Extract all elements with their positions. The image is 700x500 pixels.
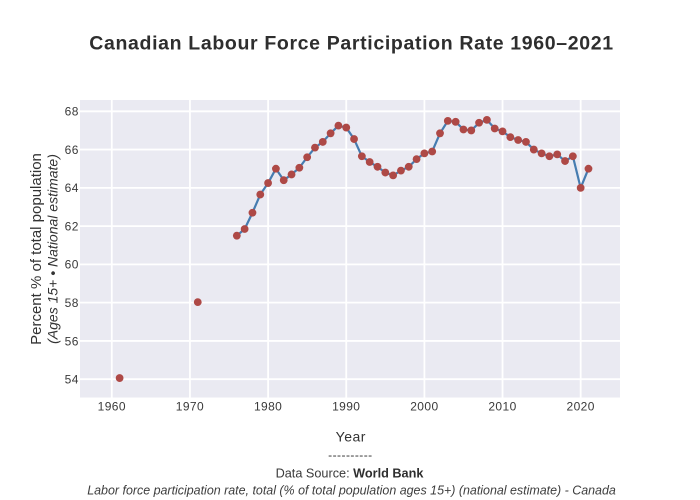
- svg-text:2020: 2020: [567, 399, 595, 413]
- svg-text:1990: 1990: [332, 399, 360, 413]
- svg-text:54: 54: [65, 373, 79, 387]
- svg-text:58: 58: [65, 296, 79, 310]
- svg-text:56: 56: [65, 334, 79, 348]
- svg-text:66: 66: [65, 143, 79, 157]
- svg-text:Year: Year: [336, 429, 366, 445]
- svg-text:64: 64: [65, 181, 79, 195]
- svg-text:Percent % of total population: Percent % of total population: [28, 153, 45, 345]
- svg-text:1960: 1960: [98, 399, 126, 413]
- svg-text:(Ages 15+ • National estimate): (Ages 15+ • National estimate): [45, 154, 61, 344]
- svg-text:Data Source: World Bank: Data Source: World Bank: [276, 467, 425, 481]
- svg-text:60: 60: [65, 258, 79, 272]
- svg-text:1970: 1970: [176, 399, 204, 413]
- svg-text:Labor force participation rate: Labor force participation rate, total (%…: [87, 484, 616, 498]
- svg-text:62: 62: [65, 219, 79, 233]
- svg-text:2010: 2010: [488, 399, 516, 413]
- svg-text:68: 68: [65, 105, 79, 119]
- svg-text:----------: ----------: [328, 448, 372, 462]
- svg-text:Canadian Labour Force Particip: Canadian Labour Force Participation Rate…: [89, 33, 614, 55]
- svg-text:1980: 1980: [254, 399, 282, 413]
- svg-text:2000: 2000: [410, 399, 438, 413]
